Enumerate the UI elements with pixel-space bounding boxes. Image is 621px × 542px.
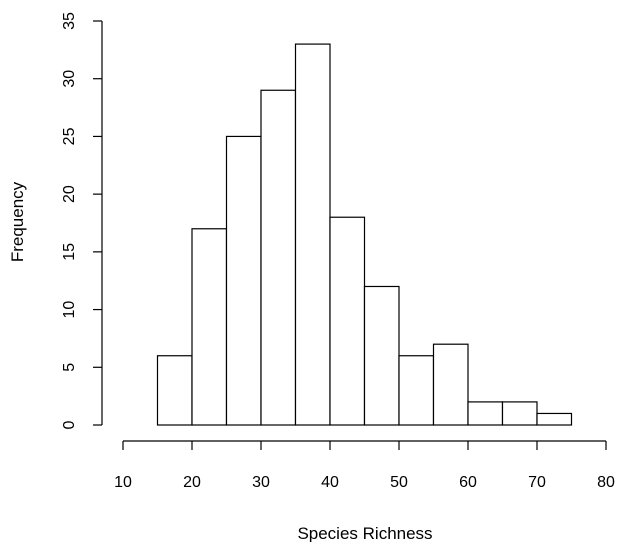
x-tick-label: 30 xyxy=(252,474,270,491)
x-tick-label: 60 xyxy=(459,474,477,491)
y-tick-label: 5 xyxy=(61,363,78,372)
histogram-bar xyxy=(363,285,400,426)
x-tick-label: 40 xyxy=(321,474,339,491)
histogram-bar xyxy=(467,401,504,426)
histogram-bar xyxy=(191,228,228,426)
y-axis-title: Frequency xyxy=(8,181,27,262)
histogram-bar xyxy=(294,43,331,426)
y-tick-label: 25 xyxy=(61,127,78,145)
y-tick-label: 10 xyxy=(61,301,78,319)
bars-group xyxy=(156,43,573,426)
y-tick-label: 35 xyxy=(61,12,78,30)
histogram-bar xyxy=(225,135,262,426)
y-tick-label: 15 xyxy=(61,243,78,261)
y-axis: 0 5 10 15 20 25 30 35 xyxy=(61,12,103,429)
histogram-bar xyxy=(432,343,469,426)
histogram-bar xyxy=(536,412,573,426)
histogram-bar xyxy=(501,401,538,426)
x-tick-label: 10 xyxy=(114,474,132,491)
histogram-bar xyxy=(329,216,366,426)
y-tick-label: 20 xyxy=(61,185,78,203)
x-tick-label: 80 xyxy=(597,474,615,491)
histogram-bar xyxy=(260,89,297,426)
x-tick-label: 50 xyxy=(390,474,408,491)
x-tick-label: 20 xyxy=(183,474,201,491)
y-tick-label: 0 xyxy=(61,420,78,429)
x-tick-label: 70 xyxy=(528,474,546,491)
x-axis: 10 20 30 40 50 60 70 80 xyxy=(114,440,615,491)
histogram-bar xyxy=(156,355,193,426)
y-tick-label: 30 xyxy=(61,70,78,88)
x-axis-title: Species Richness xyxy=(297,524,432,542)
histogram-bar xyxy=(398,355,435,426)
